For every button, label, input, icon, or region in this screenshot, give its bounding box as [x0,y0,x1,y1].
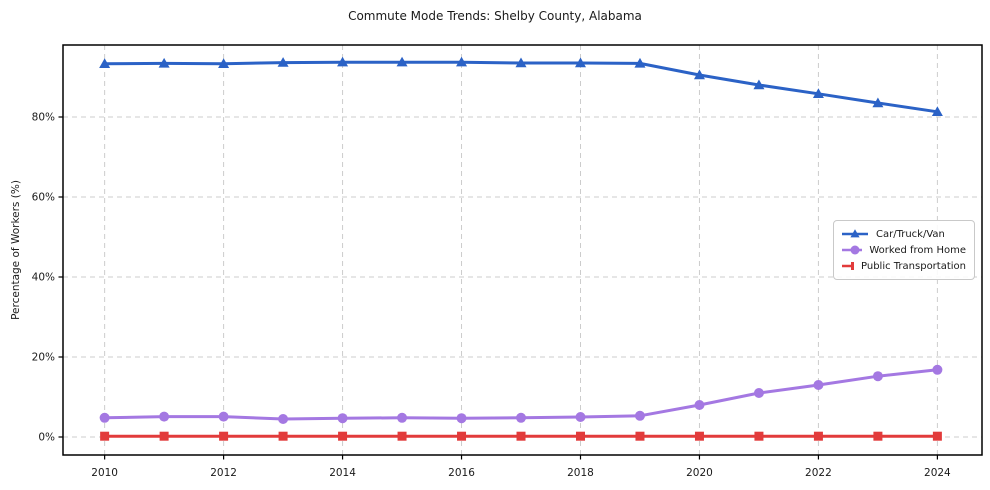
legend-label: Worked from Home [869,244,966,256]
series-marker-triangle [277,57,289,67]
x-tick-label: 2020 [686,467,713,479]
series-marker-square [754,431,764,441]
legend-item: Public Transportation [841,258,966,274]
x-tick-label: 2010 [91,467,118,479]
square-marker-icon [842,262,855,270]
series-marker-triangle [396,56,408,67]
legend: Car/Truck/Van Worked from Home Public Tran… [833,220,975,280]
series-marker-circle [575,412,586,422]
series-marker-triangle [99,58,111,68]
series-marker-square [397,431,407,441]
series-marker-triangle [753,79,765,90]
series-marker-circle [456,413,467,424]
series-marker-circle [872,371,883,382]
series-marker-square [575,431,585,441]
series-marker-triangle [218,58,230,68]
series-marker-square [932,431,942,441]
series-marker-triangle [872,97,884,108]
y-tick-label: 60% [32,192,55,204]
series-marker-circle [932,364,943,375]
series-marker-square [219,431,229,441]
series-marker-triangle [693,69,705,80]
x-tick-label: 2014 [329,467,356,479]
series-marker-square [516,431,526,441]
series-marker-circle [278,414,289,424]
series-marker-circle [753,388,764,398]
series-marker-circle [694,400,705,410]
y-tick-label: 0% [38,432,55,444]
y-tick-label: 20% [32,352,55,364]
series-marker-square [873,431,883,441]
legend-label: Car/Truck/Van [876,228,945,240]
legend-item: Worked from Home [841,242,966,258]
series-marker-square [338,431,348,441]
series-marker-square [159,431,169,441]
series-marker-triangle [158,57,170,68]
series-marker-triangle [456,56,468,67]
series-marker-triangle [574,57,586,68]
x-tick-label: 2012 [210,467,237,479]
x-tick-label: 2018 [567,467,594,479]
series-line-worked-from-home [103,368,939,421]
y-tick-label: 40% [32,272,55,284]
series-marker-square [100,431,110,441]
series-marker-square [694,431,704,441]
series-marker-triangle [634,57,646,68]
series-marker-circle [634,410,645,421]
triangle-marker-icon [842,229,868,238]
y-tick-label: 80% [32,112,55,124]
x-tick-label: 2024 [924,467,951,479]
series-line-car-truck-van [103,60,939,114]
series-marker-circle [159,411,170,422]
chart-title: Commute Mode Trends: Shelby County, Alab… [348,9,642,23]
series-marker-circle [218,411,229,422]
legend-item: Car/Truck/Van [841,226,966,242]
series-marker-triangle [337,56,349,67]
series-marker-circle [516,412,527,423]
series-marker-circle [337,413,348,424]
x-tick-label: 2016 [448,467,475,479]
series-marker-circle [99,412,110,423]
series-marker-circle [397,412,408,423]
circle-marker-icon [842,245,863,255]
series-marker-square [278,431,288,441]
series-marker-square [813,431,823,441]
series-marker-circle [813,380,824,390]
series-marker-square [635,431,645,441]
series-marker-triangle [812,88,824,98]
x-tick-label: 2022 [805,467,832,479]
axes-frame [62,44,983,456]
series-marker-triangle [931,106,943,116]
legend-label: Public Transportation [861,260,966,272]
series-marker-triangle [515,57,527,68]
series-marker-square [457,431,467,441]
